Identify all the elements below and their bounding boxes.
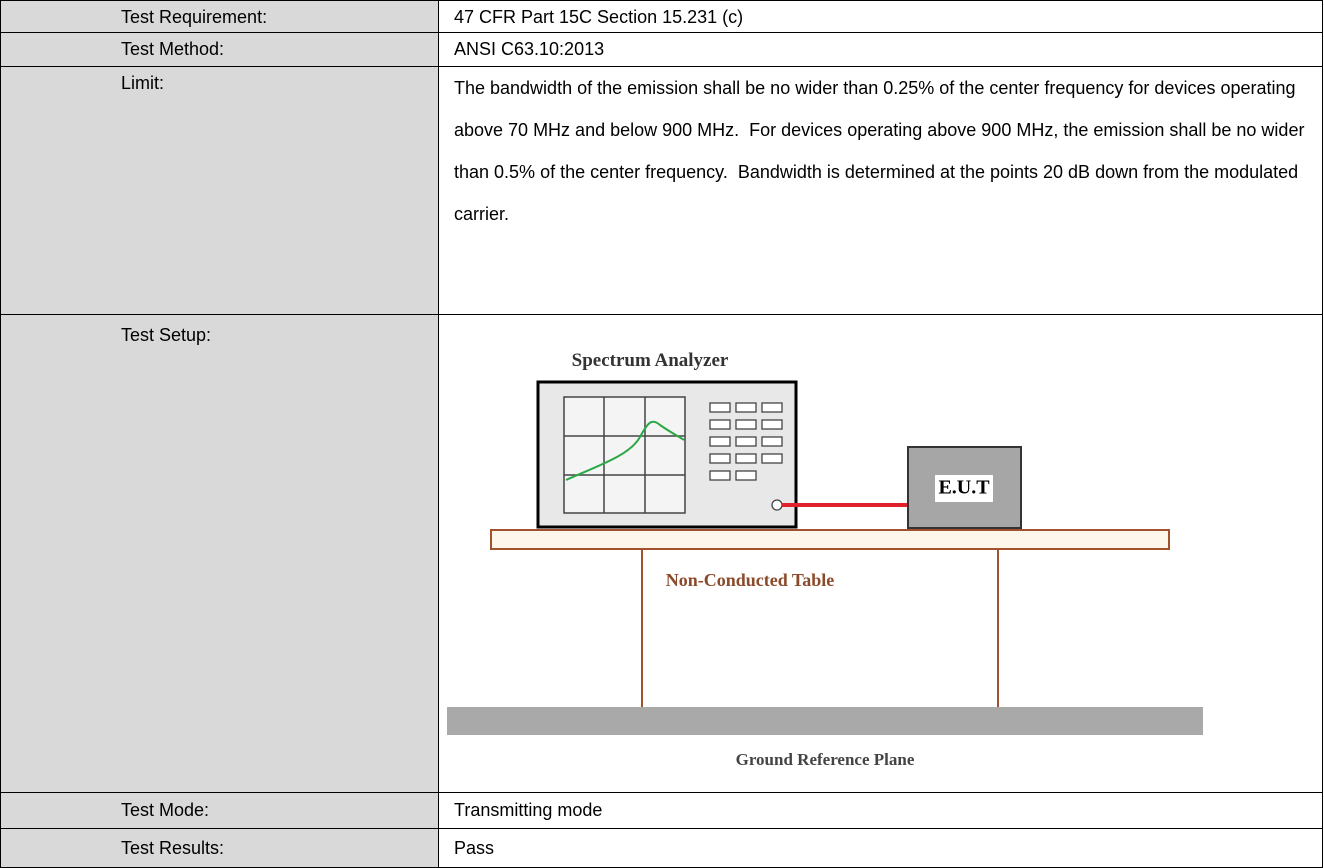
eut-label-bg — [935, 475, 993, 502]
table-legs — [641, 549, 999, 708]
analyzer-label: Spectrum Analyzer — [572, 350, 729, 371]
screen — [563, 396, 686, 514]
ground-plane — [447, 707, 1203, 735]
row-label: Test Mode: — [0, 792, 439, 829]
buttons — [709, 402, 783, 511]
row-value: The bandwidth of the emission shall be n… — [438, 66, 1323, 315]
row-label: Test Setup: — [0, 314, 439, 793]
table-label: Non-Conducted Table — [666, 570, 835, 590]
row-label: Test Requirement: — [0, 0, 439, 33]
screen-grid — [564, 397, 685, 513]
row-label: Test Results: — [0, 828, 439, 868]
row-label: Limit: — [0, 66, 439, 315]
trace — [565, 420, 685, 481]
eut-label: E.U.T — [938, 477, 990, 499]
ground-label: Ground Reference Plane — [736, 750, 915, 769]
table-top — [490, 529, 1170, 550]
